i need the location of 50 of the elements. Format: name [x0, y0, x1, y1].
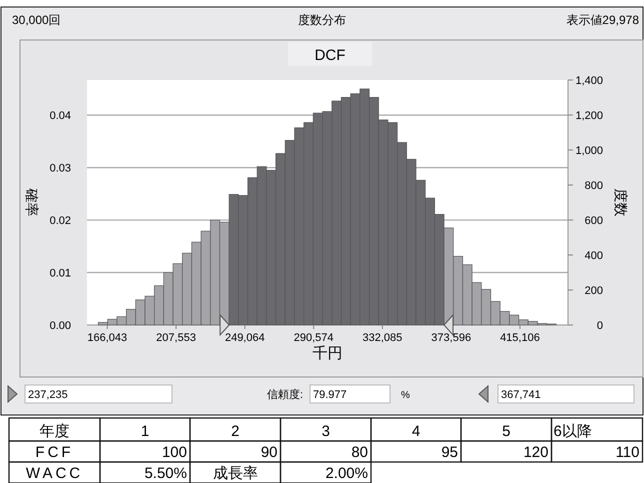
x-tick-label: 290,574	[294, 332, 334, 344]
chart-subtitle: 度数分布	[298, 13, 346, 27]
text: 237,235	[28, 389, 68, 401]
x-tick-label: 207,553	[156, 332, 196, 344]
text: 成長率	[212, 465, 258, 482]
text: 30,000回	[12, 13, 61, 27]
x-tick-label: 166,043	[87, 332, 128, 344]
text: 367,741	[501, 389, 541, 401]
y2-tick-label: 1,400	[575, 75, 603, 87]
y2-tick-label: 800	[584, 180, 603, 192]
y-tick-label: 0.01	[50, 268, 71, 280]
text: 2	[231, 423, 240, 440]
text: 2.00%	[325, 465, 368, 482]
x-tick-label: 373,596	[431, 332, 472, 344]
text: 110	[616, 444, 640, 461]
text: %	[401, 390, 410, 401]
text: 120	[523, 444, 548, 461]
text: 信頼度:	[266, 388, 303, 401]
y2-axis-title: 度数	[613, 188, 629, 216]
y-tick-label: 0.02	[50, 215, 71, 228]
x-tick-label: 415,106	[500, 332, 540, 344]
x-tick-label: 332,085	[362, 332, 402, 344]
text: 6以降	[554, 423, 592, 440]
y2-tick-label: 600	[584, 215, 603, 227]
text: 100	[162, 444, 187, 461]
y-tick-label: 0.00	[50, 320, 71, 332]
y2-tick-label: 200	[584, 285, 603, 297]
text: 4	[412, 423, 420, 440]
text: WACC	[26, 465, 84, 482]
text: 1	[140, 423, 150, 440]
text: 95	[441, 444, 458, 461]
text: 表示値29,978	[566, 13, 640, 27]
y-tick-label: 0.03	[50, 162, 71, 175]
text: 3	[322, 423, 330, 440]
y2-tick-label: 0	[596, 320, 603, 332]
text: 5.50%	[144, 465, 187, 482]
y-tick-label: 0.04	[50, 110, 71, 122]
x-axis-title: 千円	[312, 345, 342, 362]
y-axis-title: 確率	[24, 188, 40, 216]
text: FCF	[35, 444, 74, 461]
y2-tick-label: 400	[584, 250, 603, 262]
text: 80	[351, 444, 368, 461]
y2-tick-label: 1,000	[575, 145, 603, 157]
text: 90	[260, 444, 278, 461]
chart-title: DCF	[314, 47, 346, 64]
text: 79.977	[313, 389, 347, 401]
text: 5	[502, 423, 510, 440]
x-tick-label: 249,064	[224, 332, 265, 344]
y2-tick-label: 1,200	[575, 110, 603, 122]
text: 年度	[40, 423, 70, 440]
